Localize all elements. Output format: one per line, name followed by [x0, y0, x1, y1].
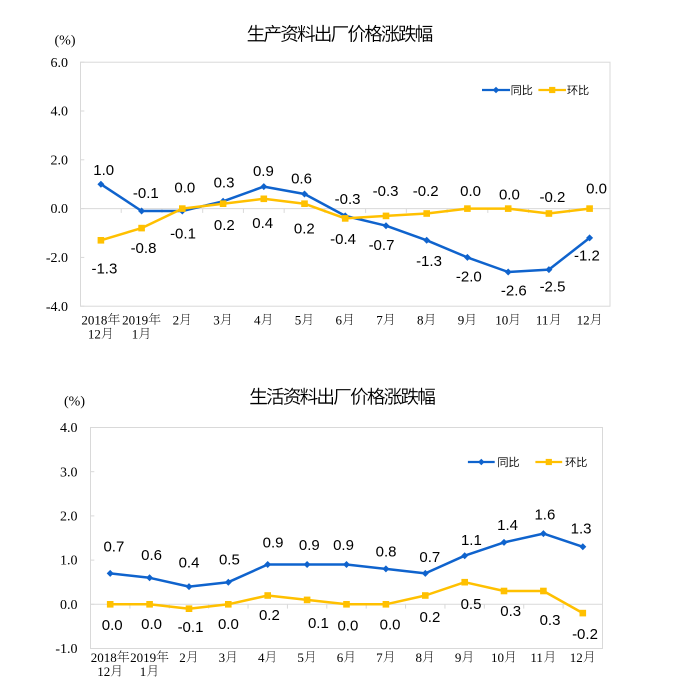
svg-text:-0.2: -0.2 [572, 626, 598, 643]
svg-text:2019: 2019 [130, 650, 156, 665]
svg-text:0.0: 0.0 [218, 616, 239, 633]
svg-text:6: 6 [337, 650, 344, 665]
svg-text:-2.0: -2.0 [46, 251, 68, 266]
svg-text:(%): (%) [64, 394, 85, 409]
svg-text:(%): (%) [55, 33, 76, 48]
svg-text:4: 4 [254, 313, 261, 328]
svg-text:0.0: 0.0 [499, 186, 520, 203]
svg-text:1: 1 [132, 327, 139, 342]
svg-text:12: 12 [88, 327, 101, 342]
svg-text:2.0: 2.0 [60, 510, 78, 525]
svg-text:-1.0: -1.0 [55, 642, 77, 657]
svg-text:0.2: 0.2 [214, 217, 235, 234]
svg-text:-0.1: -0.1 [178, 619, 204, 636]
svg-text:0.9: 0.9 [263, 535, 284, 552]
svg-text:-1.3: -1.3 [91, 260, 117, 277]
svg-text:0.0: 0.0 [141, 616, 162, 633]
svg-text:-0.1: -0.1 [133, 185, 159, 202]
svg-text:3.0: 3.0 [60, 465, 78, 480]
svg-text:2: 2 [173, 313, 180, 328]
svg-text:4.0: 4.0 [51, 105, 69, 120]
svg-text:0.2: 0.2 [259, 607, 280, 624]
svg-text:-2.0: -2.0 [456, 269, 482, 286]
svg-text:-0.3: -0.3 [373, 183, 399, 200]
svg-text:0.9: 0.9 [299, 537, 320, 554]
svg-text:0.0: 0.0 [586, 181, 607, 198]
svg-text:0.2: 0.2 [294, 220, 315, 237]
svg-text:0.0: 0.0 [460, 183, 481, 200]
svg-text:0.0: 0.0 [337, 617, 358, 634]
svg-text:-0.4: -0.4 [330, 231, 356, 248]
svg-text:-4.0: -4.0 [46, 300, 68, 315]
svg-text:0.4: 0.4 [179, 554, 200, 571]
svg-text:0.5: 0.5 [219, 552, 240, 569]
svg-text:2018: 2018 [91, 650, 117, 665]
svg-text:-2.5: -2.5 [540, 279, 566, 296]
svg-text:0.2: 0.2 [419, 609, 440, 626]
svg-text:-0.2: -0.2 [413, 183, 439, 200]
svg-text:3: 3 [219, 650, 226, 665]
svg-text:0.7: 0.7 [103, 538, 124, 555]
svg-text:12: 12 [97, 664, 110, 679]
svg-text:-0.1: -0.1 [170, 225, 196, 242]
svg-text:0.6: 0.6 [291, 171, 312, 188]
svg-text:0.7: 0.7 [419, 549, 440, 566]
svg-text:0.6: 0.6 [141, 547, 162, 564]
svg-text:1.0: 1.0 [60, 554, 78, 569]
svg-text:0.9: 0.9 [333, 537, 354, 554]
svg-text:11: 11 [530, 650, 543, 665]
svg-text:0.0: 0.0 [60, 598, 78, 613]
svg-text:-1.2: -1.2 [574, 247, 600, 264]
svg-text:-2.6: -2.6 [501, 282, 527, 299]
svg-text:0.4: 0.4 [252, 215, 273, 232]
svg-text:6: 6 [336, 313, 343, 328]
svg-text:2: 2 [179, 650, 186, 665]
svg-text:-0.3: -0.3 [335, 191, 361, 208]
svg-text:11: 11 [536, 313, 549, 328]
svg-text:4: 4 [258, 650, 265, 665]
svg-text:0.0: 0.0 [102, 617, 123, 634]
svg-text:0.5: 0.5 [461, 596, 482, 613]
svg-text:0.9: 0.9 [253, 163, 274, 180]
svg-text:12: 12 [570, 650, 583, 665]
svg-text:1.0: 1.0 [93, 162, 114, 179]
svg-text:2.0: 2.0 [51, 153, 69, 168]
svg-text:10: 10 [495, 313, 508, 328]
svg-text:0.3: 0.3 [540, 612, 561, 629]
svg-text:-0.7: -0.7 [369, 237, 395, 254]
svg-text:7: 7 [376, 313, 383, 328]
svg-text:0.8: 0.8 [376, 544, 397, 561]
svg-text:3: 3 [213, 313, 220, 328]
svg-text:0.3: 0.3 [500, 603, 521, 620]
svg-text:2018: 2018 [81, 313, 107, 328]
svg-text:0.3: 0.3 [214, 174, 235, 191]
svg-text:9: 9 [455, 650, 462, 665]
svg-text:0.0: 0.0 [380, 616, 401, 633]
svg-text:-0.2: -0.2 [539, 189, 565, 206]
svg-text:1.3: 1.3 [571, 520, 592, 537]
svg-text:7: 7 [376, 650, 383, 665]
svg-text:6.0: 6.0 [51, 56, 69, 71]
svg-text:5: 5 [297, 650, 304, 665]
svg-text:9: 9 [458, 313, 465, 328]
svg-text:4.0: 4.0 [60, 421, 78, 436]
svg-text:1.6: 1.6 [534, 507, 555, 524]
svg-text:0.0: 0.0 [51, 202, 69, 217]
svg-text:10: 10 [491, 650, 504, 665]
svg-text:0.0: 0.0 [174, 180, 195, 197]
svg-text:0.1: 0.1 [308, 615, 329, 632]
svg-text:-1.3: -1.3 [416, 253, 442, 270]
svg-text:-0.8: -0.8 [131, 240, 157, 257]
svg-text:1.4: 1.4 [497, 517, 518, 534]
svg-text:2019: 2019 [122, 313, 148, 328]
svg-text:5: 5 [295, 313, 302, 328]
svg-text:12: 12 [577, 313, 590, 328]
svg-text:8: 8 [416, 650, 423, 665]
svg-text:1.1: 1.1 [461, 532, 482, 549]
svg-text:8: 8 [417, 313, 424, 328]
svg-text:1: 1 [140, 664, 147, 679]
